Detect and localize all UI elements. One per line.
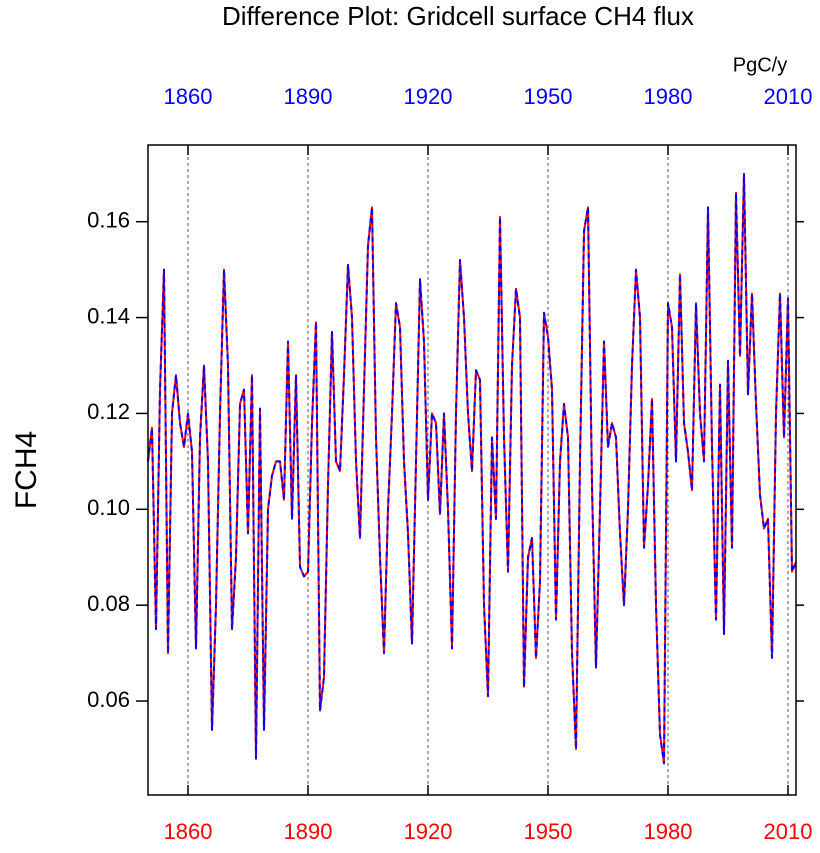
y-tick-label: 0.08 <box>87 591 130 616</box>
x-tick-label: 1890 <box>284 819 333 844</box>
y-axis-label: FCH4 <box>10 431 43 509</box>
x-tick-label: 1920 <box>404 819 453 844</box>
y-tick-label: 0.14 <box>87 303 130 328</box>
x-tick-label: 1950 <box>524 819 573 844</box>
x-tick-label: 1980 <box>644 819 693 844</box>
units-label: PgC/y <box>733 54 787 76</box>
x-top-tick-label: 1890 <box>284 84 333 109</box>
y-tick-label: 0.12 <box>87 399 130 424</box>
x-tick-label: 1860 <box>164 819 213 844</box>
plot-frame <box>147 144 797 796</box>
y-tick-label: 0.10 <box>87 495 130 520</box>
x-top-tick-label: 1950 <box>524 84 573 109</box>
x-top-tick-label: 1860 <box>164 84 213 109</box>
x-top-tick-label: 2010 <box>764 84 813 109</box>
data-line <box>147 172 797 765</box>
x-top-tick-label: 1920 <box>404 84 453 109</box>
y-tick-label: 0.16 <box>87 208 130 233</box>
x-top-tick-label: 1980 <box>644 84 693 109</box>
x-tick-label: 2010 <box>764 819 813 844</box>
chart-title: Difference Plot: Gridcell surface CH4 fl… <box>222 1 694 31</box>
y-tick-label: 0.06 <box>87 687 130 712</box>
